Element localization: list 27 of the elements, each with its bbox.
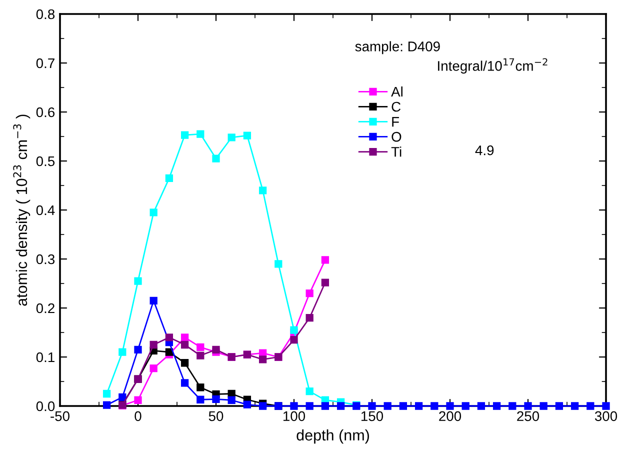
legend-label: O	[392, 132, 402, 142]
y-tick-label: 0.4	[36, 205, 55, 216]
y-tick-label: 0.0	[36, 401, 55, 412]
legend-label: Ti	[391, 146, 402, 157]
y-tick-label: 0.1	[36, 352, 54, 362]
y-axis-title: atomic density ( 10$^{23}$ cm$^{−3}$ )	[13, 114, 30, 306]
legend-label: Al	[391, 86, 402, 97]
annotation: sample: D409	[355, 41, 440, 54]
annotation: Integral/10$^{17}$cm$^{−2}$	[438, 58, 548, 74]
legend-label: C	[392, 102, 401, 112]
y-tick-label: 0.7	[36, 58, 54, 68]
y-tick-label: 0.8	[36, 9, 55, 20]
x-tick-label: -50	[50, 411, 70, 422]
x-axis-title: depth (nm)	[296, 429, 369, 444]
x-tick-label: 100	[283, 411, 306, 422]
legend-label: F	[392, 117, 399, 127]
x-tick-label: 150	[361, 411, 384, 422]
annotation: 4.9	[475, 145, 494, 156]
x-tick-label: 300	[594, 411, 618, 422]
x-tick-label: 50	[208, 411, 224, 422]
y-tick-label: 0.5	[36, 156, 55, 166]
y-tick-label: 0.2	[36, 303, 54, 314]
x-tick-label: 0	[134, 411, 142, 422]
y-tick-label: 0.6	[36, 107, 55, 118]
y-tick-label: 0.3	[36, 254, 55, 264]
x-tick-label: 200	[439, 411, 462, 422]
x-tick-label: 250	[517, 411, 540, 422]
